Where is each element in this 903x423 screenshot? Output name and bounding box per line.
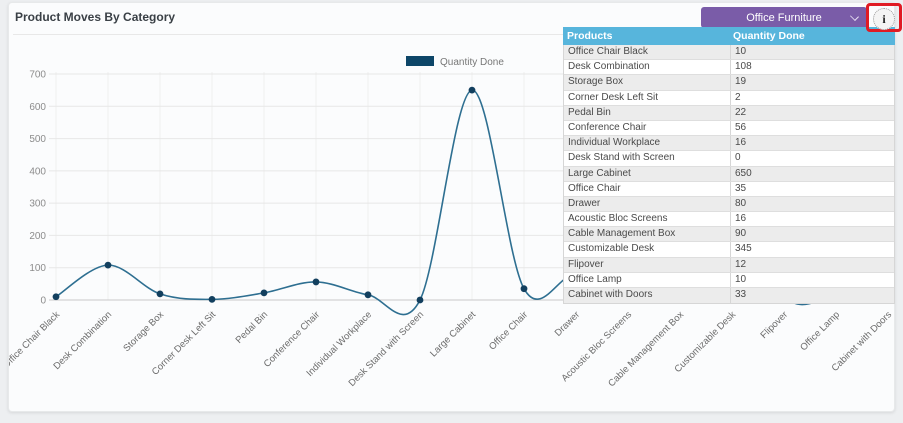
quantity-cell: 2	[730, 90, 894, 105]
x-category-label: Desk Combination	[51, 309, 114, 372]
y-tick-label: 0	[40, 296, 46, 307]
quantity-cell: 16	[730, 212, 894, 227]
dropdown-selected-value: Office Furniture	[746, 11, 822, 24]
data-point-marker[interactable]	[156, 290, 164, 298]
product-name-cell: Individual Workplace	[568, 137, 661, 149]
data-point-marker[interactable]	[312, 278, 320, 286]
chart-card: Product Moves By Category Office Furnitu…	[8, 2, 902, 412]
table-row[interactable]: Cable Management Box 90	[564, 227, 894, 243]
table-row[interactable]: Flipover 12	[564, 257, 894, 273]
y-tick-label: 400	[29, 166, 46, 177]
x-category-label: Large Cabinet	[428, 309, 478, 359]
annotation-highlight: i	[866, 3, 902, 32]
quantity-cell: 22	[730, 105, 894, 120]
quantity-cell: 0	[730, 151, 894, 166]
quantity-cell: 56	[730, 120, 894, 136]
data-point-marker[interactable]	[260, 289, 268, 297]
product-name-cell: Cable Management Box	[568, 228, 676, 240]
x-category-label: Conference Chair	[262, 309, 322, 369]
x-category-label: Drawer	[553, 309, 582, 338]
data-point-marker[interactable]	[468, 86, 476, 94]
table-row[interactable]: Acoustic Bloc Screens 16	[564, 212, 894, 228]
product-name-cell: Desk Combination	[568, 61, 650, 73]
table-row[interactable]: Corner Desk Left Sit 2	[564, 90, 894, 106]
data-point-marker[interactable]	[416, 296, 424, 304]
table-column-header: Quantity Done	[733, 30, 805, 42]
table-row[interactable]: Desk Stand with Screen 0	[564, 151, 894, 167]
quantity-cell: 16	[730, 136, 894, 151]
product-name-cell: Office Chair Black	[568, 46, 648, 57]
quantity-cell: 35	[730, 181, 894, 196]
product-name-cell: Drawer	[568, 197, 601, 209]
data-point-marker[interactable]	[364, 291, 372, 299]
data-point-marker[interactable]	[104, 261, 112, 269]
table-row[interactable]: Desk Combination 108	[564, 60, 894, 76]
table-row[interactable]: Office Lamp 10	[564, 272, 894, 288]
quantity-cell: 10	[730, 45, 894, 60]
table-row[interactable]: Storage Box 19	[564, 75, 894, 91]
product-name-cell: Cabinet with Doors	[568, 289, 653, 300]
product-name-cell: Pedal Bin	[568, 106, 611, 118]
quantity-cell: 650	[730, 166, 894, 181]
quantity-cell: 108	[730, 60, 894, 75]
x-category-label: Storage Box	[121, 309, 166, 354]
table-row[interactable]: Pedal Bin 22	[564, 105, 894, 121]
table-row[interactable]: Individual Workplace 16	[564, 136, 894, 152]
x-category-label: Flipover	[758, 309, 790, 341]
y-tick-label: 300	[29, 199, 46, 210]
data-table: Products Quantity Done Office Chair Black 1…	[563, 27, 895, 305]
y-tick-label: 700	[29, 70, 46, 81]
x-category-label: Office Lamp	[798, 309, 842, 353]
product-name-cell: Desk Stand with Screen	[568, 152, 675, 164]
x-category-label: Pedal Bin	[234, 309, 271, 346]
table-row[interactable]: Customizable Desk 345	[564, 242, 894, 258]
product-name-cell: Large Cabinet	[568, 167, 631, 179]
quantity-cell: 90	[730, 227, 894, 242]
product-name-cell: Office Chair	[568, 182, 621, 194]
x-category-label: Office Chair	[487, 309, 530, 352]
y-tick-label: 200	[29, 231, 46, 242]
table-row[interactable]: Cabinet with Doors 33	[564, 288, 894, 304]
data-point-marker[interactable]	[52, 293, 60, 301]
table-header-row: Products Quantity Done	[563, 27, 895, 45]
legend-swatch	[406, 56, 434, 66]
header-divider	[13, 34, 890, 35]
product-name-cell: Customizable Desk	[568, 243, 655, 255]
category-dropdown[interactable]: Office Furniture	[701, 7, 867, 28]
legend-label[interactable]: Quantity Done	[440, 57, 504, 68]
quantity-cell: 33	[730, 288, 894, 304]
product-name-cell: Conference Chair	[568, 121, 647, 133]
y-tick-label: 600	[29, 102, 46, 113]
data-point-marker[interactable]	[520, 285, 528, 293]
quantity-cell: 10	[730, 272, 894, 287]
table-row[interactable]: Office Chair 35	[564, 181, 894, 197]
product-name-cell: Corner Desk Left Sit	[568, 91, 659, 103]
table-row[interactable]: Conference Chair 56	[564, 120, 894, 137]
quantity-cell: 80	[730, 196, 894, 212]
info-icon[interactable]: i	[873, 8, 895, 30]
y-tick-label: 500	[29, 134, 46, 145]
card-title: Product Moves By Category	[15, 10, 176, 24]
table-row[interactable]: Drawer 80	[564, 196, 894, 213]
product-name-cell: Storage Box	[568, 76, 624, 88]
y-tick-label: 100	[29, 263, 46, 274]
table-row[interactable]: Office Chair Black 10	[564, 45, 894, 61]
table-column-header: Products	[567, 30, 613, 42]
product-name-cell: Office Lamp	[568, 273, 622, 285]
quantity-cell: 19	[730, 75, 894, 90]
product-name-cell: Flipover	[568, 258, 604, 270]
product-name-cell: Acoustic Bloc Screens	[568, 213, 668, 225]
table-row[interactable]: Large Cabinet 650	[564, 166, 894, 182]
quantity-cell: 12	[730, 257, 894, 272]
data-point-marker[interactable]	[208, 295, 216, 303]
quantity-cell: 345	[730, 242, 894, 257]
